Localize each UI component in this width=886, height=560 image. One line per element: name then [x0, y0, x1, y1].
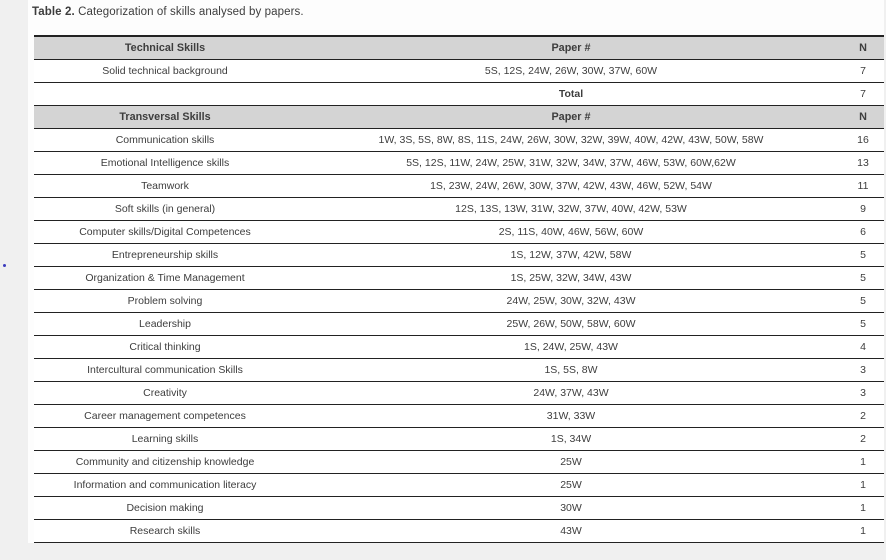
- papers-cell: 12S, 13S, 13W, 31W, 32W, 37W, 40W, 42W, …: [455, 202, 687, 215]
- n-cell: 4: [860, 340, 866, 353]
- header-skill-cell: Transversal Skills: [119, 110, 211, 123]
- papers-cell: 5S, 12S, 11W, 24W, 25W, 31W, 32W, 34W, 3…: [406, 156, 736, 169]
- table-row: Solid technical background 5S, 12S, 24W, …: [34, 60, 884, 83]
- n-cell: 1: [860, 524, 866, 537]
- skill-cell: Emotional Intelligence skills: [100, 156, 230, 169]
- n-cell: 6: [860, 225, 866, 238]
- header-n-cell: N: [859, 110, 867, 123]
- skill-cell: Decision making: [126, 501, 204, 514]
- table-row: Community and citizenship knowledge 25W 1: [34, 451, 884, 474]
- n-cell: 13: [857, 156, 869, 169]
- papers-cell: Total: [558, 87, 584, 100]
- papers-cell: 1S, 25W, 32W, 34W, 43W: [510, 271, 632, 284]
- papers-cell: 25W: [560, 478, 582, 491]
- skill-cell: Soft skills (in general): [114, 202, 216, 215]
- n-cell: 5: [860, 248, 866, 261]
- table-row: Research skills 43W 1: [34, 520, 884, 543]
- header-n-cell: N: [859, 41, 867, 54]
- table-row: Learning skills 1S, 34W 2: [34, 428, 884, 451]
- papers-cell: 1S, 34W: [550, 432, 592, 445]
- header-papers-cell: Paper #: [551, 110, 591, 123]
- papers-cell: 25W: [560, 455, 582, 468]
- n-cell: 1: [860, 478, 866, 491]
- table-row: Communication skills 1W, 3S, 5S, 8W, 8S, …: [34, 129, 884, 152]
- table-row: Total 7: [34, 83, 884, 106]
- papers-cell: 2S, 11S, 40W, 46W, 56W, 60W: [498, 225, 644, 238]
- papers-cell: 24W, 37W, 43W: [533, 386, 609, 399]
- papers-cell: 1S, 23W, 24W, 26W, 30W, 37W, 42W, 43W, 4…: [430, 179, 712, 192]
- papers-cell: 24W, 25W, 30W, 32W, 43W: [506, 294, 636, 307]
- n-cell: 2: [860, 432, 866, 445]
- table-row: Teamwork 1S, 23W, 24W, 26W, 30W, 37W, 42W…: [34, 175, 884, 198]
- table-row: Entrepreneurship skills 1S, 12W, 37W, 42W…: [34, 244, 884, 267]
- papers-cell: 1S, 24W, 25W, 43W: [524, 340, 618, 353]
- skill-cell: Learning skills: [131, 432, 199, 445]
- papers-cell: 1S, 5S, 8W: [544, 363, 598, 376]
- paper-panel: Table 2. Categorization of skills analys…: [28, 0, 884, 543]
- skill-cell: Critical thinking: [129, 340, 201, 353]
- n-cell: 5: [860, 317, 866, 330]
- papers-cell: 5S, 12S, 24W, 26W, 30W, 37W, 60W: [484, 64, 658, 77]
- skill-cell: Communication skills: [115, 133, 215, 146]
- table-row: Intercultural communication Skills 1S, 5S…: [34, 359, 884, 382]
- skill-cell: Teamwork: [141, 179, 189, 192]
- n-cell: 3: [860, 386, 866, 399]
- skills-table: Technical Skills Paper # N Solid technical …: [34, 35, 884, 543]
- table-caption: Table 2. Categorization of skills analys…: [32, 6, 304, 18]
- n-cell: 16: [857, 133, 869, 146]
- table-row: Decision making 30W 1: [34, 497, 884, 520]
- table-row: Computer skills/Digital Competences 2S, 1…: [34, 221, 884, 244]
- skill-cell: Solid technical background: [102, 64, 228, 77]
- table-caption-text: Categorization of skills analysed by pap…: [74, 6, 304, 18]
- table-row: Leadership 25W, 26W, 50W, 58W, 60W 5: [34, 313, 884, 336]
- table-row: Career management competences 31W, 33W 2: [34, 405, 884, 428]
- skill-cell: Problem solving: [127, 294, 203, 307]
- n-cell: 7: [860, 87, 866, 100]
- stray-cursor-artifact: [3, 264, 6, 267]
- skill-cell: Organization & Time Management: [85, 271, 245, 284]
- papers-cell: 31W, 33W: [546, 409, 596, 422]
- table-caption-label: Table 2.: [32, 6, 75, 18]
- skill-cell: Entrepreneurship skills: [111, 248, 219, 261]
- n-cell: 5: [860, 294, 866, 307]
- papers-cell: 30W: [560, 501, 582, 514]
- skill-cell: Community and citizenship knowledge: [75, 455, 255, 468]
- n-cell: 5: [860, 271, 866, 284]
- n-cell: 1: [860, 501, 866, 514]
- skill-cell: Creativity: [143, 386, 187, 399]
- n-cell: 9: [860, 202, 866, 215]
- skill-cell: Information and communication literacy: [73, 478, 257, 491]
- skill-cell: Intercultural communication Skills: [87, 363, 243, 376]
- papers-cell: 43W: [560, 524, 582, 537]
- skill-cell: Leadership: [139, 317, 191, 330]
- table-row: Soft skills (in general) 12S, 13S, 13W, 3…: [34, 198, 884, 221]
- header-skill-cell: Technical Skills: [124, 41, 206, 54]
- skill-cell: Research skills: [129, 524, 201, 537]
- table-row: Creativity 24W, 37W, 43W 3: [34, 382, 884, 405]
- section-header-row: Technical Skills Paper # N: [34, 37, 884, 60]
- n-cell: 2: [860, 409, 866, 422]
- papers-cell: 25W, 26W, 50W, 58W, 60W: [506, 317, 636, 330]
- table-row: Critical thinking 1S, 24W, 25W, 43W 4: [34, 336, 884, 359]
- table-row: Emotional Intelligence skills 5S, 12S, 11…: [34, 152, 884, 175]
- n-cell: 1: [860, 455, 866, 468]
- table-row: Organization & Time Management 1S, 25W, 3…: [34, 267, 884, 290]
- table-row: Information and communication literacy 25…: [34, 474, 884, 497]
- section-header-row: Transversal Skills Paper # N: [34, 106, 884, 129]
- table-row: Problem solving 24W, 25W, 30W, 32W, 43W 5: [34, 290, 884, 313]
- n-cell: 3: [860, 363, 866, 376]
- skill-cell: Career management competences: [84, 409, 246, 422]
- n-cell: 11: [857, 179, 869, 192]
- skill-cell: Computer skills/Digital Competences: [79, 225, 251, 238]
- n-cell: 7: [860, 64, 866, 77]
- header-papers-cell: Paper #: [551, 41, 591, 54]
- papers-cell: 1S, 12W, 37W, 42W, 58W: [510, 248, 632, 261]
- papers-cell: 1W, 3S, 5S, 8W, 8S, 11S, 24W, 26W, 30W, …: [378, 133, 764, 146]
